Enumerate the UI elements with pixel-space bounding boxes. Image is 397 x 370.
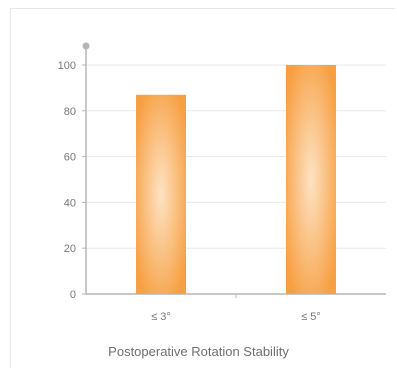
y-tick-label: 60: [64, 152, 76, 164]
y-tick-label: 20: [64, 243, 76, 255]
x-axis-title: Postoperative Rotation Stability: [108, 344, 289, 359]
bars: [136, 65, 336, 295]
y-axis-cap-dot: [82, 42, 90, 50]
bar: [136, 94, 186, 295]
x-category-label: ≤ 5°: [301, 311, 321, 323]
y-tick-label: 0: [70, 289, 76, 301]
labels: 0 20 40 60 80 100 ≤ 3° ≤ 5°: [58, 60, 321, 323]
y-tick-label: 80: [64, 106, 76, 118]
grid-lines: [86, 64, 386, 249]
x-category-label: ≤ 3°: [151, 311, 171, 323]
bar: [286, 65, 336, 294]
axes: [82, 42, 386, 298]
y-tick-label: 40: [64, 197, 76, 209]
y-tick-label: 100: [58, 60, 76, 72]
